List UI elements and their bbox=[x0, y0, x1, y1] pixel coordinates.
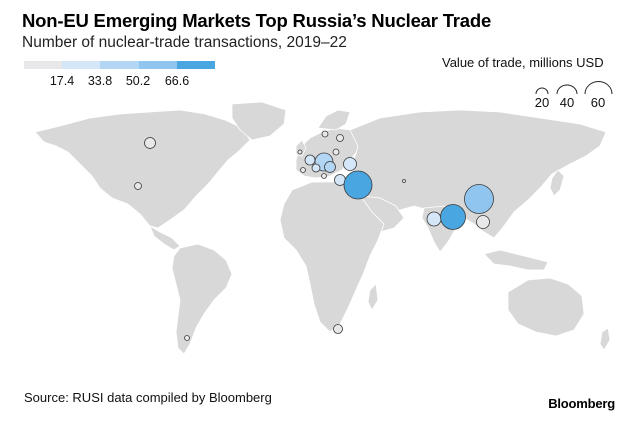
color-legend-swatch-3 bbox=[100, 61, 139, 69]
source-note: Source: RUSI data compiled by Bloomberg bbox=[24, 390, 272, 405]
bubble-kazakhstan bbox=[402, 179, 406, 183]
landmass-scandinavia bbox=[317, 109, 351, 131]
color-legend-tick: 33.8 bbox=[87, 74, 113, 88]
landmass-south-america bbox=[171, 243, 233, 355]
chart-subtitle: Number of nuclear-trade transactions, 20… bbox=[22, 34, 347, 51]
color-legend-swatch-2 bbox=[62, 61, 101, 69]
landmass-greenland bbox=[231, 101, 287, 141]
bubble-india bbox=[440, 204, 466, 230]
bubble-uk bbox=[297, 149, 303, 155]
landmass-australia bbox=[507, 277, 585, 337]
bubble-canada bbox=[144, 137, 156, 149]
color-legend-tick: 50.2 bbox=[125, 74, 151, 88]
bubble-switzerland bbox=[311, 163, 321, 173]
bubble-turkey bbox=[343, 170, 373, 200]
size-legend-arc-40 bbox=[556, 84, 578, 95]
bubble-sweden bbox=[321, 130, 329, 138]
bubble-vietnam bbox=[476, 215, 490, 229]
color-legend-tick: 66.6 bbox=[164, 74, 190, 88]
bubble-usa bbox=[134, 182, 142, 190]
chart-title: Non-EU Emerging Markets Top Russia’s Nuc… bbox=[22, 10, 492, 31]
world-map bbox=[34, 101, 611, 355]
color-legend-tick: 17.4 bbox=[49, 74, 75, 88]
bloomberg-logo: Bloomberg bbox=[548, 396, 615, 411]
size-legend-arc-20 bbox=[535, 87, 549, 95]
color-legend-ticks: 17.4 33.8 50.2 66.6 bbox=[0, 74, 240, 90]
bubble-czechia bbox=[332, 148, 340, 156]
color-legend-bar bbox=[24, 61, 216, 69]
bubble-italy bbox=[321, 173, 327, 179]
size-legend-label: 20 bbox=[534, 95, 550, 110]
size-legend-arc-60 bbox=[584, 81, 613, 95]
landmass-central-america bbox=[149, 225, 181, 251]
landmass-new-zealand bbox=[599, 327, 611, 351]
size-legend-label: 60 bbox=[590, 95, 606, 110]
landmass-indonesia bbox=[483, 249, 549, 271]
size-legend-title: Value of trade, millions USD bbox=[442, 55, 604, 70]
landmass-north-america bbox=[34, 109, 251, 229]
color-legend-swatch-4 bbox=[138, 61, 177, 69]
bubble-france bbox=[304, 154, 316, 166]
bubble-china bbox=[464, 184, 494, 214]
bubble-argentina bbox=[184, 335, 190, 341]
landmass-madagascar bbox=[367, 283, 379, 311]
bubble-spain bbox=[300, 167, 306, 173]
color-legend-swatch-1 bbox=[24, 61, 63, 69]
landmass-japan bbox=[549, 169, 565, 197]
bubble-ukraine bbox=[343, 157, 357, 171]
bubble-finland bbox=[336, 134, 344, 142]
size-legend-label: 40 bbox=[559, 95, 575, 110]
bubble-hungary bbox=[324, 161, 336, 173]
bubble-south-africa bbox=[333, 324, 343, 334]
bubble-bangladesh bbox=[426, 211, 442, 227]
size-legend-arcs bbox=[535, 81, 613, 95]
color-legend-swatch-5 bbox=[176, 61, 216, 69]
